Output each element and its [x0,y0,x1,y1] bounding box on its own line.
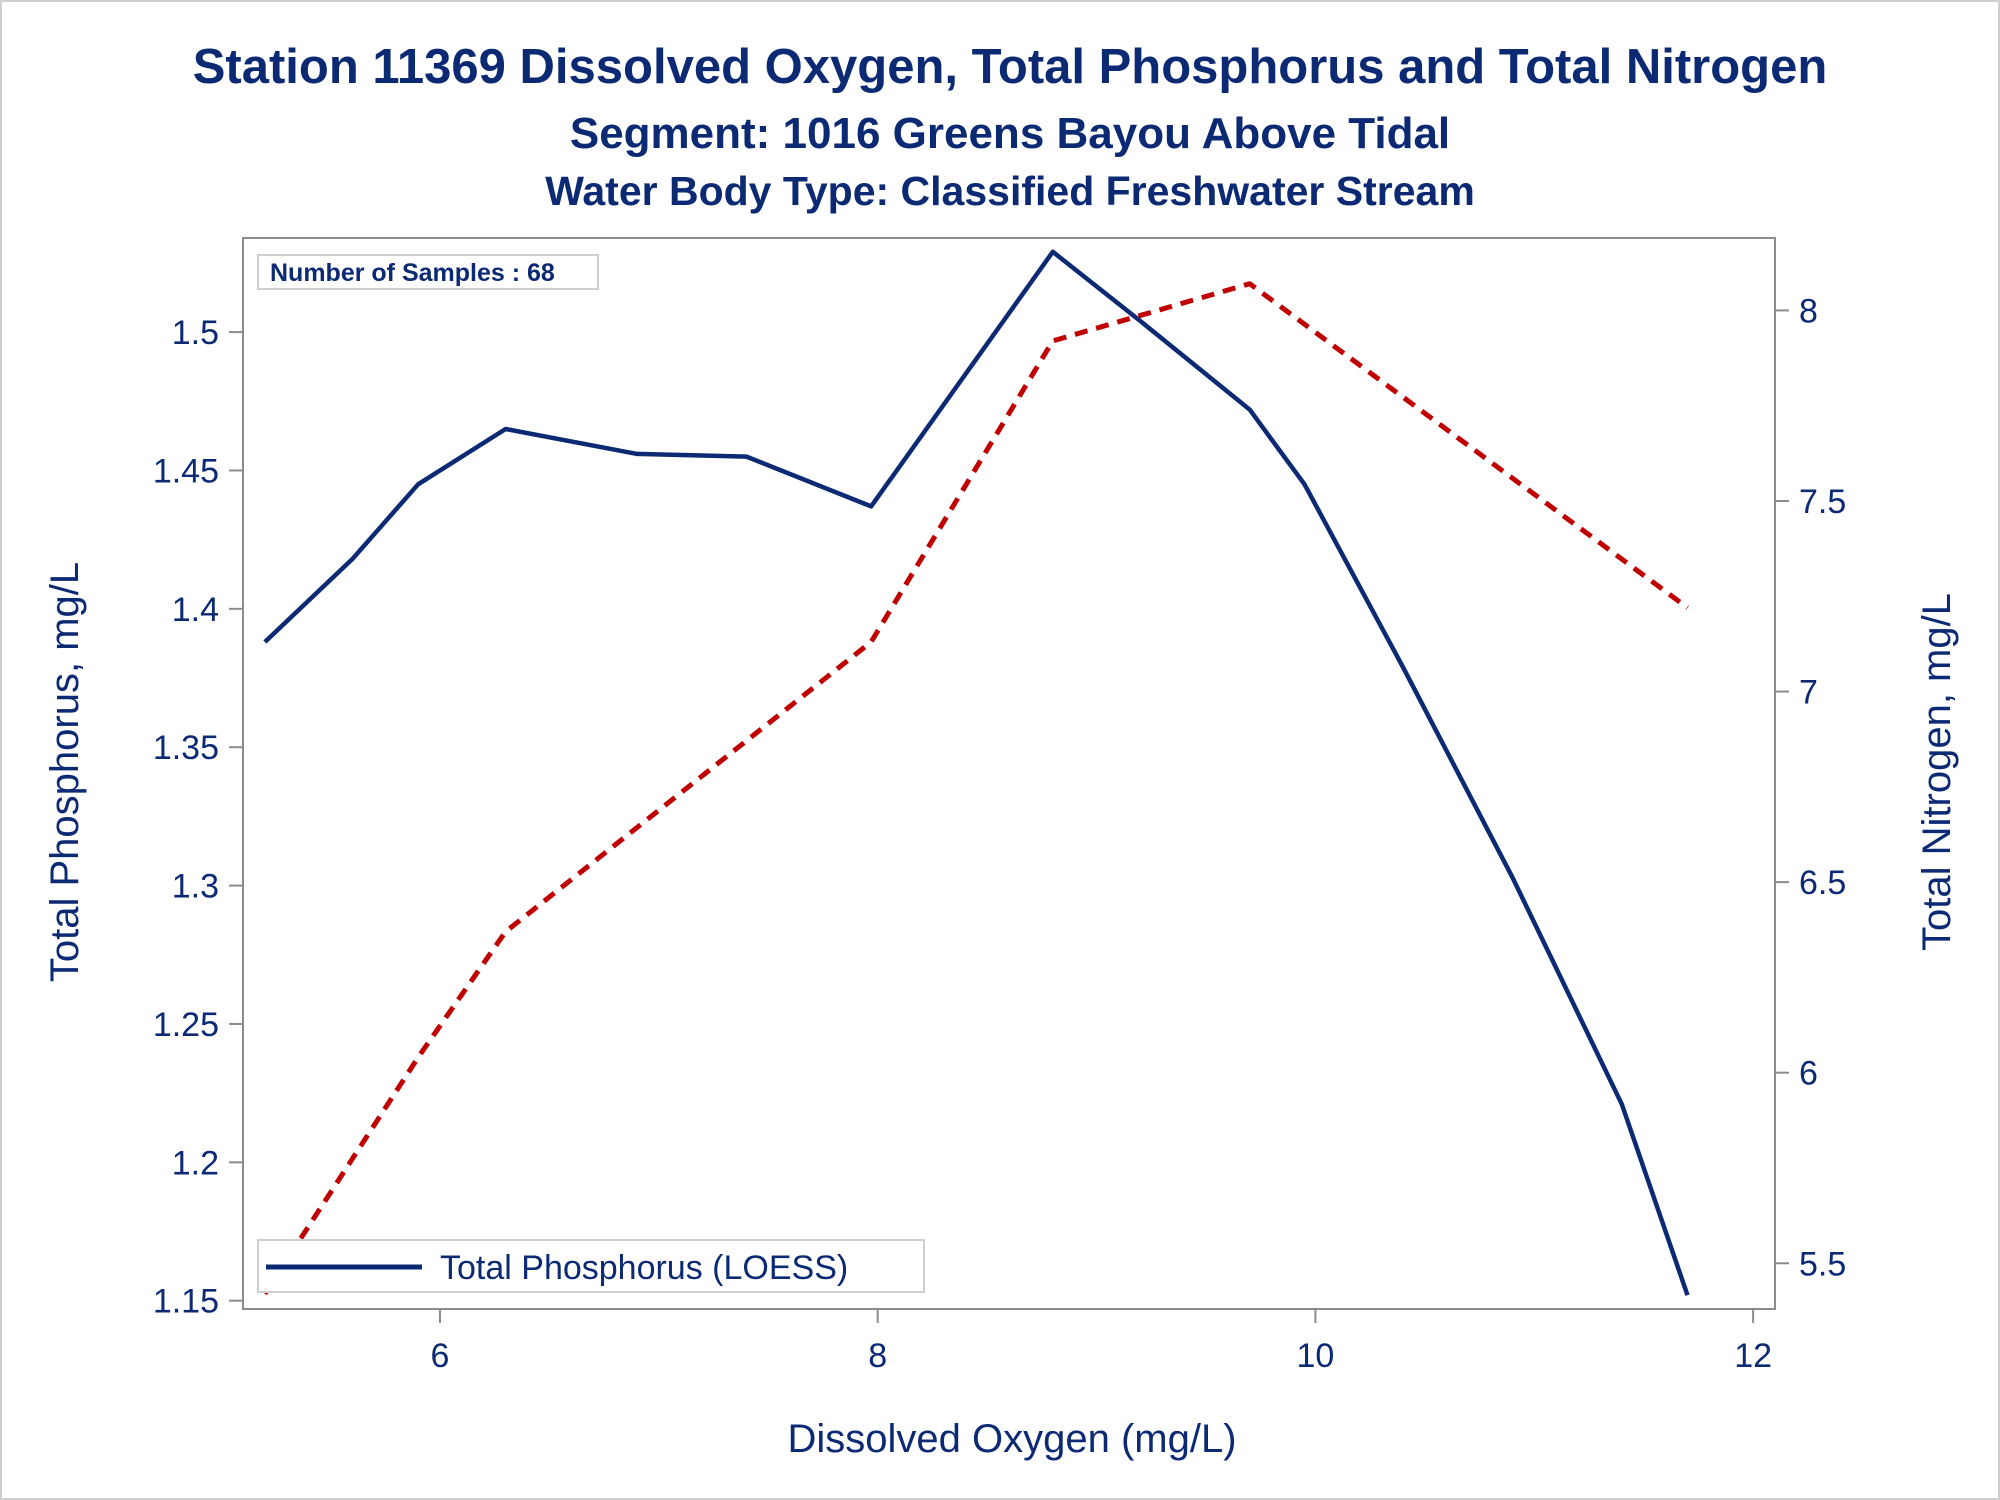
chart-subtitle: Segment: 1016 Greens Bayou Above Tidal [570,109,1450,158]
y-left-tick-label: 1.3 [172,868,219,906]
x-axis-label: Dissolved Oxygen (mg/L) [787,1417,1236,1461]
y-left-tick-label: 1.45 [153,452,219,490]
y-left-tick-label: 1.5 [172,314,219,352]
y-right-tick-label: 8 [1799,292,1818,330]
series-line-total-nitrogen [262,281,1689,1296]
y-left-tick-label: 1.2 [172,1144,219,1182]
y-right-tick-label: 6 [1799,1055,1818,1093]
y-axis-right-label: Total Nitrogen, mg/L [1915,593,1959,951]
x-axis: 6 8 10 12 [431,1309,1772,1375]
chart-subtitle-2: Water Body Type: Classified Freshwater S… [545,168,1475,214]
series-layer [262,249,1690,1296]
plot-area [242,237,1776,1310]
y-axis-left: 1.15 1.2 1.25 1.3 1.35 1.4 1.45 1.5 [153,314,243,1321]
y-left-tick-label: 1.35 [153,729,219,767]
y-right-tick-label: 6.5 [1799,864,1846,902]
y-axis-left-label: Total Phosphorus, mg/L [43,562,87,982]
x-tick-label: 8 [868,1337,887,1375]
y-right-tick-label: 7.5 [1799,483,1846,521]
sample-count-text: Number of Samples : 68 [270,259,555,287]
y-right-tick-label: 5.5 [1799,1245,1846,1283]
y-left-tick-label: 1.4 [172,591,219,629]
y-axis-right: 5.5 6 6.5 7 7.5 8 [1775,292,1846,1283]
y-left-tick-label: 1.15 [153,1283,219,1321]
chart-title: Station 11369 Dissolved Oxygen, Total Ph… [193,40,1828,94]
sample-count-box [257,254,599,290]
y-right-tick-label: 7 [1799,674,1818,712]
x-tick-label: 6 [431,1337,450,1375]
y-left-tick-label: 1.25 [153,1006,219,1044]
legend-label: Total Phosphorus (LOESS) [440,1249,848,1287]
x-tick-label: 10 [1296,1337,1334,1375]
series-line-total-phosphorus [263,249,1690,1296]
x-tick-label: 12 [1734,1337,1772,1375]
